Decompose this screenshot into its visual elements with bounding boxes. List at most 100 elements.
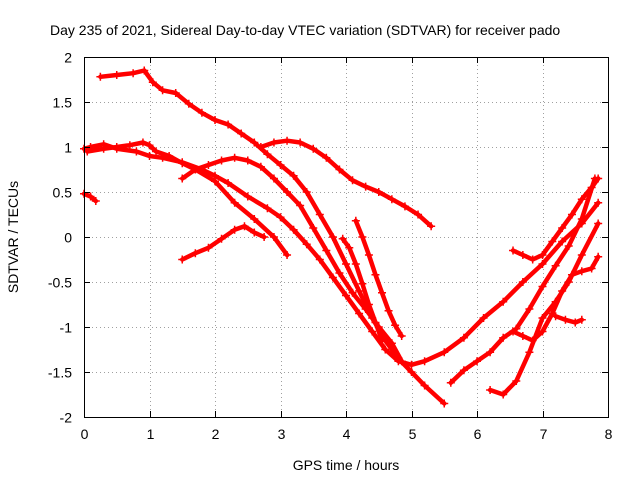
data-point-marker: [230, 153, 239, 162]
data-point-marker: [567, 270, 576, 279]
data-point-marker: [538, 314, 547, 322]
data-point-marker: [296, 201, 305, 210]
data-point-marker: [387, 339, 396, 348]
x-tick-label: 6: [474, 426, 482, 442]
data-point-marker: [260, 233, 269, 241]
y-axis-label: SDTVAR / TECUs: [5, 181, 21, 293]
series-track-b: [81, 142, 601, 368]
x-axis-label: GPS time / hours: [293, 457, 400, 473]
data-point-marker: [486, 348, 495, 357]
data-point-marker: [567, 210, 576, 219]
data-point-marker: [256, 162, 265, 171]
data-point-marker: [371, 270, 380, 279]
data-point-marker: [358, 279, 367, 288]
data-point-marker: [125, 141, 134, 150]
data-point-marker: [518, 332, 527, 340]
data-point-marker: [243, 156, 252, 165]
data-point-marker: [577, 251, 586, 259]
data-point-marker: [276, 213, 285, 222]
data-point-marker: [250, 215, 259, 223]
data-point-marker: [364, 251, 373, 259]
data-point-marker: [335, 165, 344, 174]
data-point-marker: [420, 381, 429, 390]
data-point-marker: [525, 348, 534, 357]
data-point-marker: [577, 215, 586, 223]
y-tick-label: 2: [64, 50, 72, 66]
data-point-marker: [263, 204, 272, 213]
data-point-marker: [211, 116, 219, 124]
data-point-marker: [269, 174, 278, 183]
data-point-marker: [561, 315, 570, 324]
data-point-marker: [322, 153, 331, 162]
data-point-marker: [302, 188, 311, 196]
data-point-marker: [283, 188, 292, 196]
data-point-marker: [577, 315, 586, 324]
data-point-marker: [446, 378, 455, 387]
data-point-marker: [351, 216, 360, 225]
data-point-marker: [440, 399, 449, 408]
data-point-marker: [381, 345, 390, 354]
y-tick-label: 0: [64, 230, 72, 246]
data-point-marker: [263, 150, 272, 159]
data-point-marker: [145, 152, 154, 160]
data-point-marker: [204, 243, 213, 252]
data-point-marker: [99, 144, 108, 153]
data-point-marker: [499, 297, 508, 306]
data-point-marker: [538, 327, 547, 336]
data-point-marker: [302, 240, 311, 249]
data-point-marker: [342, 260, 350, 268]
y-tick-label: -2: [60, 410, 73, 426]
series-track-n: [510, 176, 601, 262]
data-point-marker: [230, 225, 239, 234]
data-point-marker: [509, 327, 518, 336]
y-tick-label: -1: [60, 320, 73, 336]
x-tick-label: 3: [278, 426, 286, 442]
data-point-marker: [178, 159, 187, 168]
data-point-marker: [269, 233, 278, 241]
data-point-marker: [374, 188, 383, 196]
data-point-marker: [315, 210, 324, 219]
data-point-marker: [414, 210, 423, 219]
data-point-marker: [140, 66, 149, 75]
data-point-marker: [283, 136, 292, 145]
data-point-marker: [335, 269, 344, 277]
data-point-marker: [348, 176, 357, 185]
data-point-marker: [243, 192, 252, 201]
data-point-marker: [256, 143, 265, 151]
x-tick-label: 0: [81, 426, 89, 442]
data-point-marker: [230, 198, 239, 207]
data-point-marker: [518, 251, 527, 259]
data-point-marker: [145, 141, 154, 150]
data-point-marker: [204, 161, 213, 169]
data-point-marker: [364, 300, 373, 309]
series-track-j: [448, 176, 598, 386]
y-tick-label: -0.5: [48, 275, 72, 291]
data-point-marker: [355, 287, 364, 295]
data-point-marker: [528, 255, 537, 264]
data-point-marker: [420, 357, 429, 366]
data-point-marker: [558, 237, 567, 246]
data-point-marker: [250, 138, 259, 147]
data-point-marker: [129, 69, 138, 78]
data-point-marker: [289, 225, 298, 234]
data-point-marker: [152, 147, 161, 156]
data-point-marker: [132, 147, 141, 156]
data-point-marker: [276, 161, 285, 169]
data-point-marker: [499, 390, 508, 399]
data-point-marker: [171, 89, 180, 97]
x-tick-label: 8: [605, 426, 613, 442]
y-tick-label: -1.5: [48, 365, 72, 381]
data-point-marker: [558, 287, 567, 295]
data-point-marker: [217, 156, 226, 165]
data-series: [80, 66, 603, 408]
data-point-marker: [217, 234, 226, 243]
data-point-marker: [368, 327, 377, 336]
data-point-marker: [328, 273, 337, 282]
data-point-marker: [184, 99, 193, 108]
data-point-marker: [351, 260, 360, 268]
data-point-marker: [594, 219, 603, 228]
x-tick-label: 7: [540, 426, 548, 442]
data-point-marker: [309, 144, 318, 153]
data-point-marker: [289, 171, 298, 180]
data-point-marker: [594, 252, 603, 261]
